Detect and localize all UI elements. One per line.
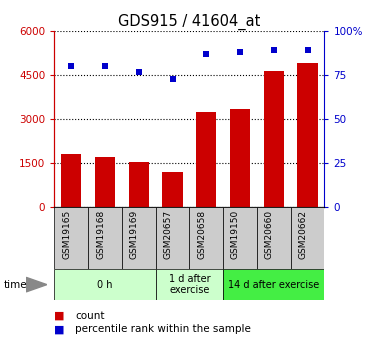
Bar — [61, 154, 81, 207]
Text: GSM19150: GSM19150 — [231, 210, 240, 259]
Text: GSM20660: GSM20660 — [265, 210, 274, 259]
Text: GSM19168: GSM19168 — [96, 210, 105, 259]
Text: 0 h: 0 h — [97, 280, 113, 289]
Bar — [54, 207, 88, 269]
Text: GSM20657: GSM20657 — [164, 210, 172, 259]
Point — [304, 48, 310, 53]
Polygon shape — [26, 277, 47, 292]
Text: 14 d after exercise: 14 d after exercise — [228, 280, 320, 289]
Text: GSM20662: GSM20662 — [298, 210, 307, 259]
Bar — [162, 172, 183, 207]
Point — [136, 69, 142, 74]
Bar — [88, 207, 122, 269]
Text: ■: ■ — [54, 311, 65, 321]
Point — [203, 51, 209, 57]
Text: GSM19165: GSM19165 — [62, 210, 71, 259]
Bar — [189, 207, 223, 269]
Text: time: time — [4, 280, 27, 289]
Text: percentile rank within the sample: percentile rank within the sample — [75, 325, 251, 334]
Title: GDS915 / 41604_at: GDS915 / 41604_at — [118, 13, 261, 30]
Point — [271, 48, 277, 53]
Text: ■: ■ — [54, 325, 65, 334]
Bar — [264, 71, 284, 207]
Bar — [223, 269, 324, 300]
Text: GSM20658: GSM20658 — [197, 210, 206, 259]
Bar — [196, 112, 216, 207]
Bar — [156, 269, 223, 300]
Bar — [95, 157, 115, 207]
Bar — [230, 109, 250, 207]
Bar — [54, 269, 156, 300]
Bar — [223, 207, 257, 269]
Bar — [291, 207, 324, 269]
Bar — [156, 207, 189, 269]
Point — [237, 49, 243, 55]
Text: 1 d after
exercise: 1 d after exercise — [169, 274, 210, 295]
Text: count: count — [75, 311, 105, 321]
Point — [170, 76, 176, 81]
Point — [68, 63, 74, 69]
Bar — [257, 207, 291, 269]
Bar — [129, 161, 149, 207]
Bar — [297, 63, 318, 207]
Bar — [122, 207, 156, 269]
Point — [102, 63, 108, 69]
Text: GSM19169: GSM19169 — [130, 210, 139, 259]
